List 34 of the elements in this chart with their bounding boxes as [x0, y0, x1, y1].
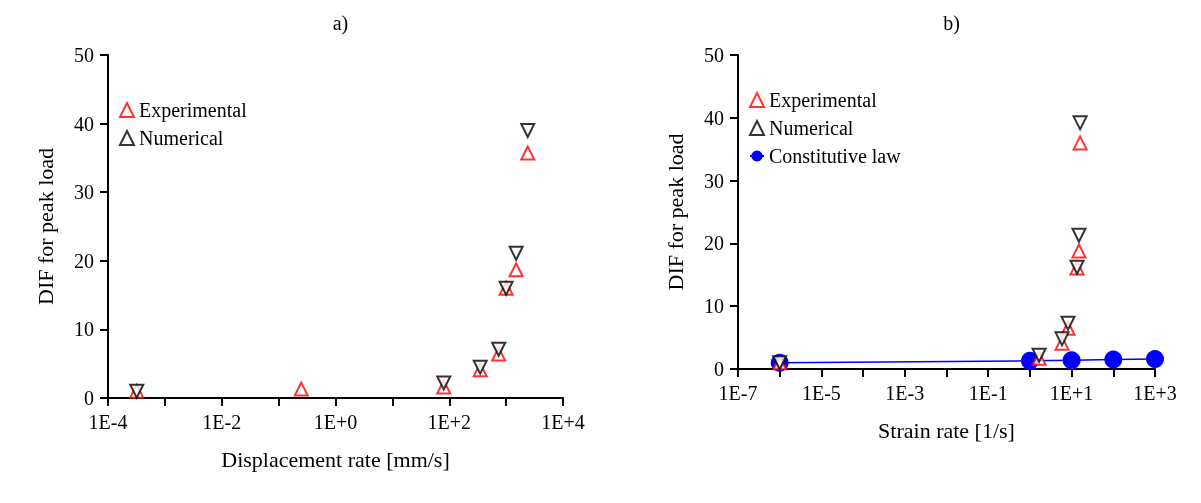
legend-label: Experimental [139, 99, 248, 122]
x-tick-label: 1E+4 [541, 411, 585, 433]
chart-title: b) [943, 12, 960, 35]
y-axis-title: DIF for peak load [662, 133, 688, 291]
x-tick-label: 1E+3 [1133, 382, 1177, 404]
y-tick-label: 10 [74, 318, 94, 341]
y-tick-label: 50 [74, 44, 94, 66]
x-tick-label: 1E-4 [88, 411, 128, 433]
y-tick-label: 50 [704, 44, 724, 66]
y-tick-label: 0 [714, 358, 724, 380]
legend-label: Constitutive law [769, 145, 902, 167]
x-tick-label: 1E-1 [968, 382, 1008, 404]
y-tick-label: 30 [74, 181, 94, 204]
y-tick-label: 0 [84, 387, 94, 409]
x-tick-label: 1E-3 [885, 382, 925, 404]
x-axis-title: Displacement rate [mm/s] [221, 446, 450, 472]
y-axis-title: DIF for peak load [32, 147, 58, 306]
legend-label: Numerical [139, 127, 224, 149]
x-tick-label: 1E-7 [718, 382, 758, 404]
legend-label: Experimental [769, 89, 878, 112]
y-tick-label: 40 [704, 106, 724, 129]
x-tick-label: 1E+1 [1049, 382, 1094, 404]
y-tick-label: 20 [74, 249, 94, 272]
x-tick-label: 1E+0 [313, 411, 358, 433]
y-tick-label: 20 [704, 232, 724, 255]
legend-label: Numerical [769, 117, 854, 139]
y-tick-label: 40 [74, 112, 94, 135]
chart-title: a) [332, 12, 349, 35]
y-tick-label: 30 [704, 169, 724, 192]
x-axis-title: Strain rate [1/s] [878, 417, 1015, 443]
x-tick-label: 1E-5 [801, 382, 841, 404]
y-tick-label: 10 [704, 295, 724, 318]
x-tick-label: 1E-2 [202, 411, 242, 433]
x-tick-label: 1E+2 [427, 411, 471, 433]
